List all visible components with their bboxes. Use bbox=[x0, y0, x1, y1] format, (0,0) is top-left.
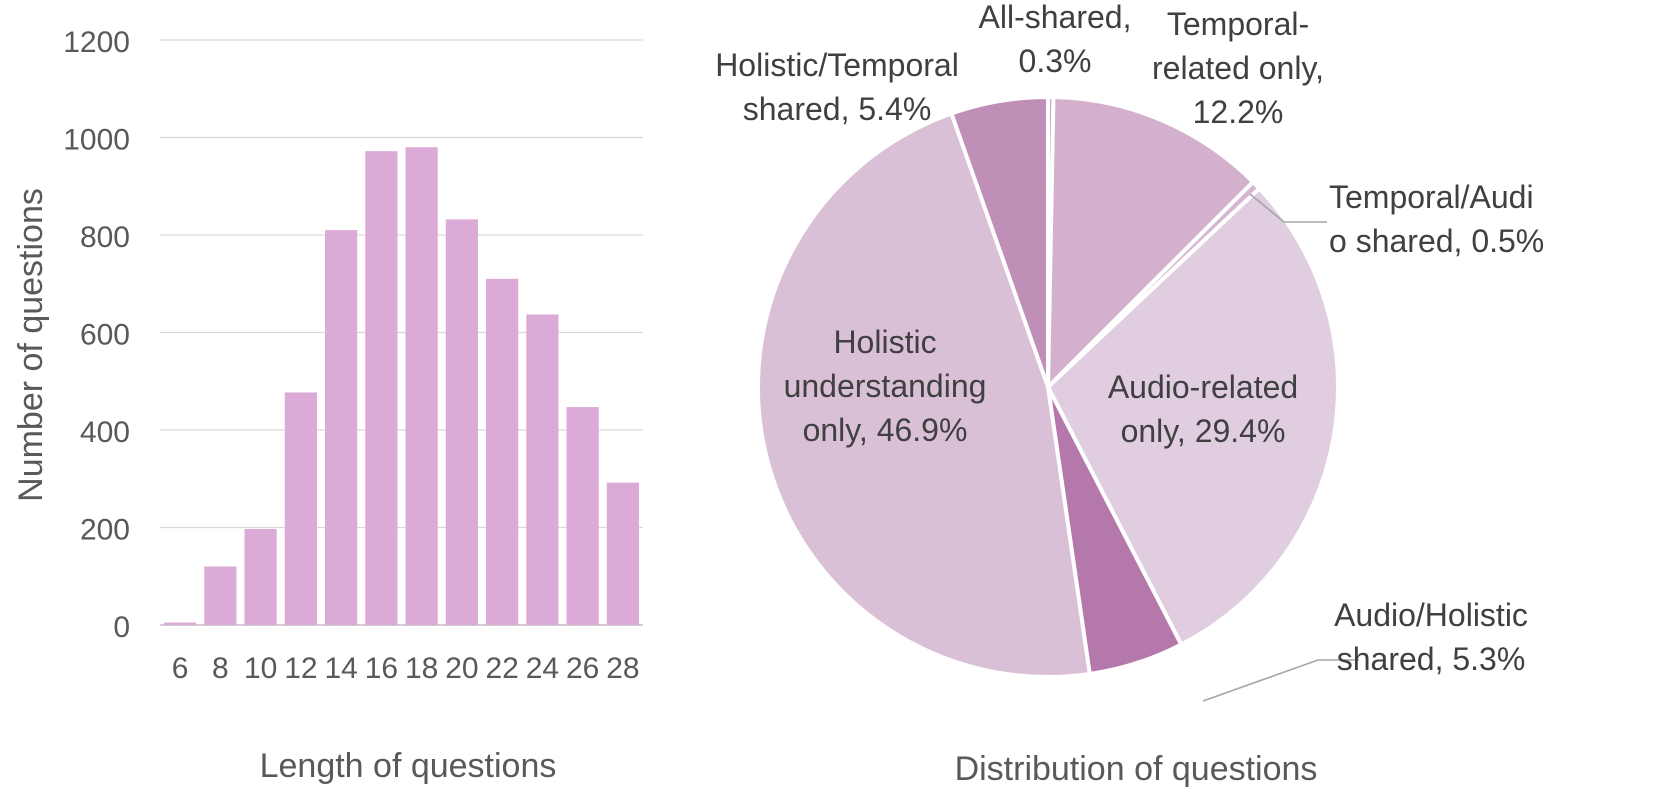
pie-slices bbox=[756, 94, 1340, 680]
x-tick-label: 28 bbox=[606, 652, 639, 685]
bar-gridlines bbox=[160, 39, 643, 626]
pie-label-line: Temporal- bbox=[1167, 6, 1309, 42]
x-tick-label: 6 bbox=[172, 652, 189, 685]
bar bbox=[526, 314, 559, 625]
bar bbox=[606, 482, 639, 625]
y-tick-label: 0 bbox=[113, 611, 130, 644]
pie-label-line: Audio/Holistic bbox=[1334, 597, 1528, 633]
y-tick-label: 1200 bbox=[63, 26, 130, 59]
y-tick-label: 400 bbox=[80, 416, 130, 449]
pie-slice bbox=[1046, 186, 1340, 647]
pie-label-line: Temporal/Audi bbox=[1329, 179, 1534, 215]
pie-slice bbox=[949, 95, 1050, 389]
pie-label-line: only, 46.9% bbox=[803, 412, 968, 448]
bar-series bbox=[164, 147, 639, 625]
pie-label-holistic-temporal-shared: Holistic/Temporal shared, 5.4% bbox=[715, 47, 959, 127]
bar bbox=[244, 528, 277, 625]
pie-label-line: 12.2% bbox=[1193, 94, 1284, 130]
pie-label-audio-related-only: Audio-related only, 29.4% bbox=[1108, 369, 1298, 449]
y-tick-label: 600 bbox=[80, 319, 130, 352]
x-tick-label: 24 bbox=[526, 652, 559, 685]
pie-label-line: 0.3% bbox=[1019, 43, 1092, 79]
x-tick-label: 12 bbox=[284, 652, 317, 685]
bar-y-tick-labels: 0 200 400 600 800 1000 1200 bbox=[63, 26, 130, 644]
x-tick-label: 14 bbox=[324, 652, 357, 685]
bar-x-axis-label: Length of questions bbox=[260, 747, 557, 785]
bar bbox=[325, 230, 358, 625]
bar-x-tick-labels: 6 8 10 12 14 16 18 20 22 24 26 28 bbox=[172, 652, 640, 685]
bar bbox=[566, 407, 599, 625]
bar bbox=[284, 392, 317, 625]
y-tick-label: 200 bbox=[80, 514, 130, 547]
bar bbox=[204, 566, 237, 625]
bar bbox=[164, 622, 197, 625]
pie-label-line: related only, bbox=[1152, 50, 1324, 86]
leader-line-temporal-audio bbox=[1249, 193, 1327, 223]
pie-label-line: shared, 5.4% bbox=[743, 91, 932, 127]
x-tick-label: 22 bbox=[485, 652, 518, 685]
pie-label-temporal-related-only: Temporal-related only, 12.2% bbox=[1152, 6, 1324, 130]
pie-chart: All-shared, 0.3% Temporal-related only, 12.… bbox=[715, 0, 1544, 788]
bar bbox=[365, 151, 398, 625]
pie-label-holistic-understanding-only: Holistic understanding only, 46.9% bbox=[784, 324, 987, 448]
bar bbox=[405, 147, 438, 625]
pie-slice bbox=[1046, 95, 1256, 389]
y-tick-label: 800 bbox=[80, 221, 130, 254]
bar bbox=[486, 278, 519, 625]
y-tick-label: 1000 bbox=[63, 124, 130, 157]
x-tick-label: 26 bbox=[566, 652, 599, 685]
bar bbox=[445, 219, 478, 625]
pie-label-line: Holistic/Temporal bbox=[715, 47, 959, 83]
x-tick-label: 8 bbox=[212, 652, 229, 685]
pie-label-line: shared, 5.3% bbox=[1337, 641, 1526, 677]
pie-label-line: understanding bbox=[784, 368, 987, 404]
pie-label-all-shared: All-shared, 0.3% bbox=[979, 0, 1132, 79]
x-tick-label: 10 bbox=[244, 652, 277, 685]
pie-label-line: All-shared, bbox=[979, 0, 1132, 35]
pie-slice bbox=[756, 111, 1092, 680]
pie-label-line: Holistic bbox=[833, 324, 936, 360]
pie-label-temporal-audio-shared: Temporal/Audi o shared, 0.5% bbox=[1329, 179, 1544, 259]
pie-label-line: Audio-related bbox=[1108, 369, 1298, 405]
pie-label-line: o shared, 0.5% bbox=[1329, 223, 1544, 259]
leader-line-audio-holistic bbox=[1202, 659, 1359, 702]
pie-label-line: only, 29.4% bbox=[1121, 413, 1286, 449]
pie-caption: Distribution of questions bbox=[955, 750, 1318, 788]
bar-y-axis-label: Number of questions bbox=[12, 188, 50, 502]
x-tick-label: 16 bbox=[365, 652, 398, 685]
x-tick-label: 18 bbox=[405, 652, 438, 685]
pie-slice-labels: All-shared, 0.3% Temporal-related only, 12.… bbox=[715, 0, 1544, 677]
pie-label-audio-holistic-shared: Audio/Holistic shared, 5.3% bbox=[1334, 597, 1528, 677]
bar-chart: 0 200 400 600 800 1000 1200 6 8 10 12 14 16 18 20 22 24… bbox=[12, 26, 643, 785]
pie-leader-lines bbox=[1202, 193, 1359, 702]
x-tick-label: 20 bbox=[445, 652, 478, 685]
